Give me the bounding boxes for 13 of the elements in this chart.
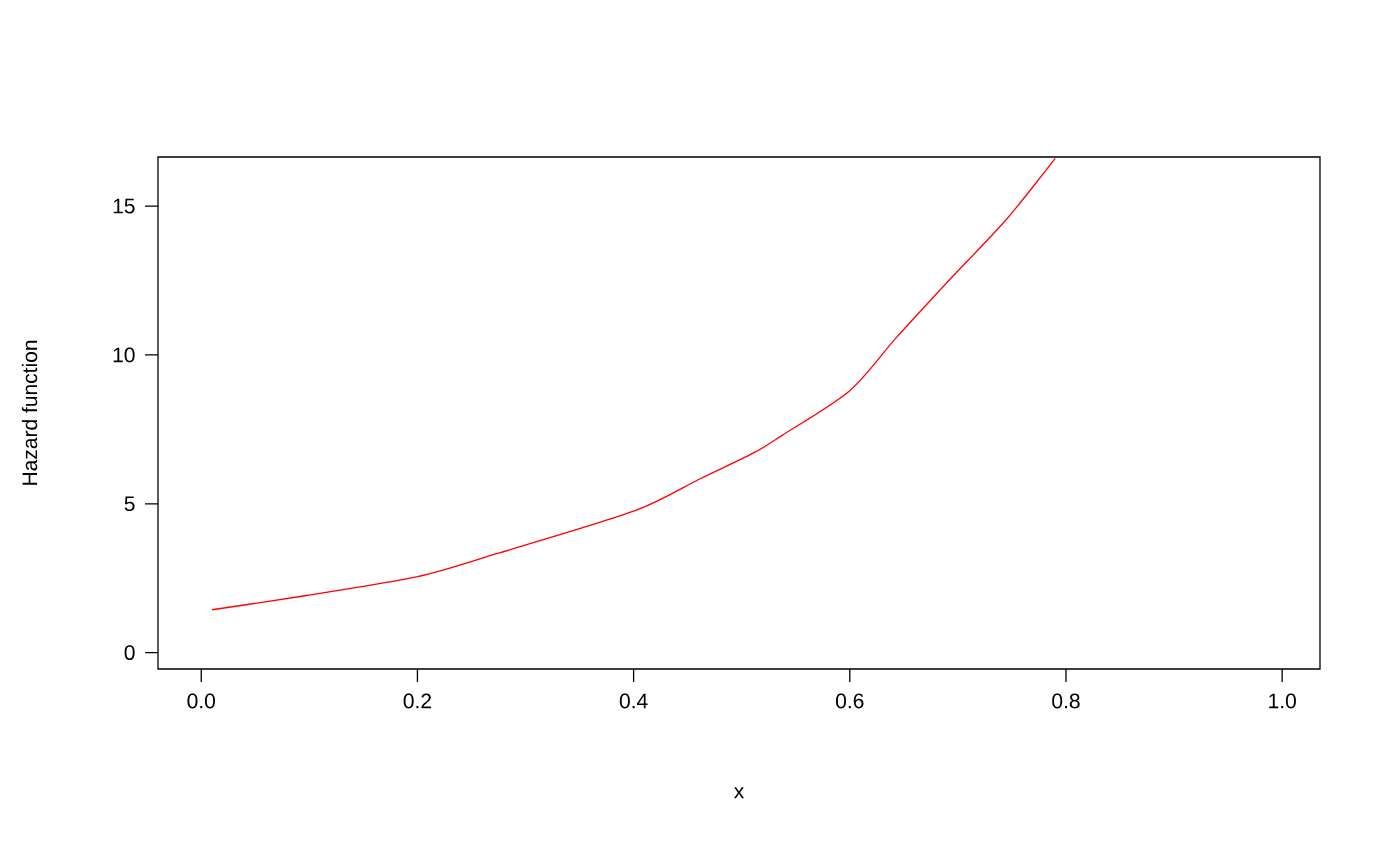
y-tick-label: 10 <box>113 347 135 363</box>
x-tick-label: 0.0 <box>187 693 216 709</box>
y-tick-label: 15 <box>113 198 135 214</box>
x-tick-label: 0.8 <box>1052 693 1080 709</box>
x-tick-label: 1.0 <box>1269 693 1296 709</box>
y-axis-title: Hazard function <box>21 340 38 485</box>
y-tick-label: 5 <box>124 496 135 512</box>
x-tick-label: 0.4 <box>619 693 648 709</box>
y-tick-label: 0 <box>124 645 135 661</box>
x-tick-label: 0.6 <box>836 693 864 709</box>
x-axis-title: x <box>733 787 745 799</box>
line-series <box>211 157 1056 611</box>
x-tick-label: 0.2 <box>403 693 431 709</box>
